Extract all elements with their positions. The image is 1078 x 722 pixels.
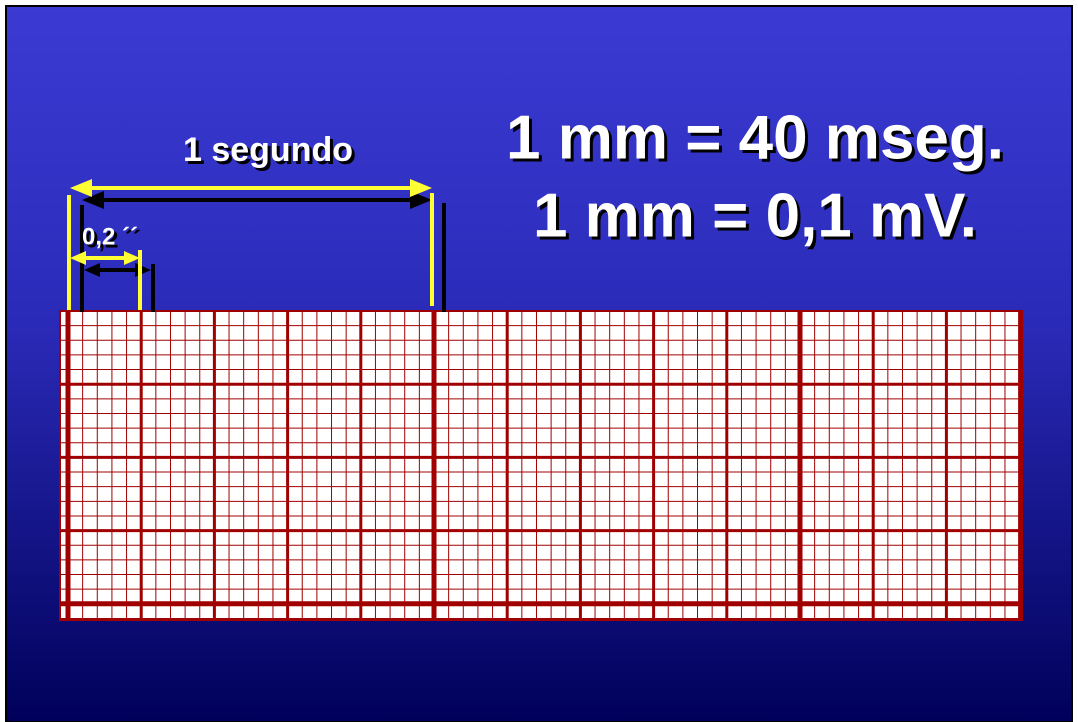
dimension-arrows (67, 179, 434, 310)
second-label: 1 segundo (183, 131, 353, 169)
time-scale: 1 mm = 40 mseg. (506, 103, 1004, 172)
voltage-scale: 1 mm = 0,1 mV. (533, 181, 977, 250)
small-label: 0,2 ´´ (82, 223, 138, 250)
ecg-grid (59, 310, 1023, 621)
grid-paper (59, 310, 1023, 621)
